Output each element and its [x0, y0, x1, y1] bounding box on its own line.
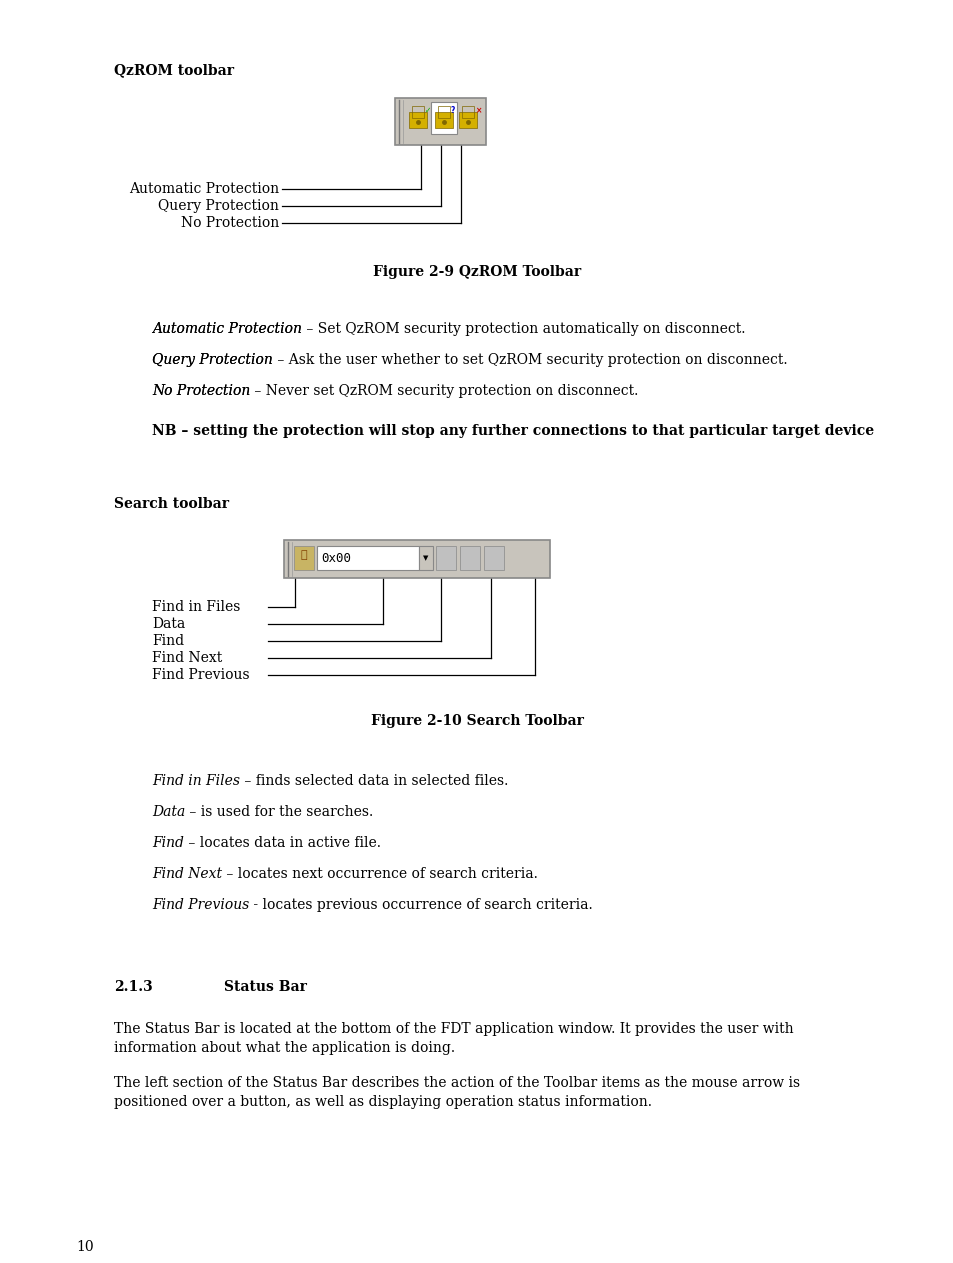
Text: NB – setting the protection will stop any further connections to that particular: NB – setting the protection will stop an… [152, 424, 873, 438]
Text: – locates data in active file.: – locates data in active file. [184, 836, 380, 850]
Text: – finds selected data in selected files.: – finds selected data in selected files. [240, 774, 508, 788]
Text: Find Previous: Find Previous [152, 898, 249, 912]
Bar [409, 112, 427, 128]
Text: Find in Files: Find in Files [152, 774, 240, 788]
Text: Find: Find [152, 836, 184, 850]
Text: No Protection: No Protection [152, 384, 250, 398]
Text: – Never set QzROM security protection on disconnect.: – Never set QzROM security protection on… [250, 384, 638, 398]
Text: – Set QzROM security protection automatically on disconnect.: – Set QzROM security protection automati… [301, 322, 744, 336]
Text: – locates next occurrence of search criteria.: – locates next occurrence of search crit… [222, 866, 537, 882]
Bar [294, 546, 314, 570]
Text: Find Next: Find Next [152, 866, 222, 882]
Text: - locates previous occurrence of search criteria.: - locates previous occurrence of search … [249, 898, 593, 912]
Bar [461, 106, 474, 117]
Text: 10: 10 [76, 1240, 93, 1254]
Text: 2.1.3: 2.1.3 [113, 980, 152, 994]
Text: No Protection: No Protection [152, 384, 250, 398]
Text: Query Protection: Query Protection [152, 352, 273, 368]
Text: Figure 2-9 QzROM Toolbar: Figure 2-9 QzROM Toolbar [373, 265, 580, 279]
Text: 🔍: 🔍 [300, 549, 307, 560]
Bar [284, 541, 550, 578]
Text: Status Bar: Status Bar [224, 980, 307, 994]
Text: ?: ? [451, 106, 455, 115]
Text: QzROM toolbar: QzROM toolbar [113, 63, 233, 77]
Text: Data: Data [152, 805, 185, 818]
Text: Query Protection: Query Protection [158, 200, 278, 213]
Bar [435, 112, 453, 128]
Text: – is used for the searches.: – is used for the searches. [185, 805, 374, 818]
Text: Find in Files: Find in Files [152, 600, 240, 614]
Bar [458, 112, 476, 128]
Text: Figure 2-10 Search Toolbar: Figure 2-10 Search Toolbar [370, 714, 583, 727]
Bar [412, 106, 423, 117]
Bar [316, 546, 418, 570]
Text: Automatic Protection: Automatic Protection [129, 182, 278, 196]
Text: positioned over a button, as well as displaying operation status information.: positioned over a button, as well as dis… [113, 1095, 651, 1109]
Text: No Protection: No Protection [180, 216, 278, 230]
Text: 0x00: 0x00 [320, 552, 351, 565]
Bar [436, 546, 456, 570]
Text: Search toolbar: Search toolbar [113, 498, 229, 512]
Text: Automatic Protection: Automatic Protection [152, 322, 301, 336]
Text: ✓: ✓ [424, 106, 431, 115]
Bar [459, 546, 479, 570]
Text: No Protection – Never set QzROM security protection on disconnect.: No Protection – Never set QzROM security… [152, 384, 638, 398]
Bar [418, 546, 433, 570]
Text: information about what the application is doing.: information about what the application i… [113, 1041, 455, 1055]
Text: Data: Data [152, 618, 185, 632]
Text: Find Next: Find Next [152, 650, 222, 666]
Text: Query Protection – Ask the user whether to set QzROM security protection on disc: Query Protection – Ask the user whether … [152, 352, 786, 368]
Bar [437, 106, 450, 117]
Text: Automatic Protection – Set QzROM security protection automatically on disconnect: Automatic Protection – Set QzROM securit… [152, 322, 745, 336]
Bar [431, 102, 456, 134]
Text: ×: × [475, 106, 481, 115]
Text: Automatic Protection: Automatic Protection [152, 322, 301, 336]
Text: – Ask the user whether to set QzROM security protection on disconnect.: – Ask the user whether to set QzROM secu… [273, 352, 786, 368]
Text: The left section of the Status Bar describes the action of the Toolbar items as : The left section of the Status Bar descr… [113, 1076, 800, 1090]
Text: Query Protection: Query Protection [152, 352, 273, 368]
Text: The Status Bar is located at the bottom of the FDT application window. It provid: The Status Bar is located at the bottom … [113, 1022, 793, 1036]
Bar [483, 546, 503, 570]
Text: Find: Find [152, 634, 184, 648]
Text: ▼: ▼ [423, 554, 428, 561]
Bar [395, 99, 485, 145]
Text: Find Previous: Find Previous [152, 668, 250, 682]
